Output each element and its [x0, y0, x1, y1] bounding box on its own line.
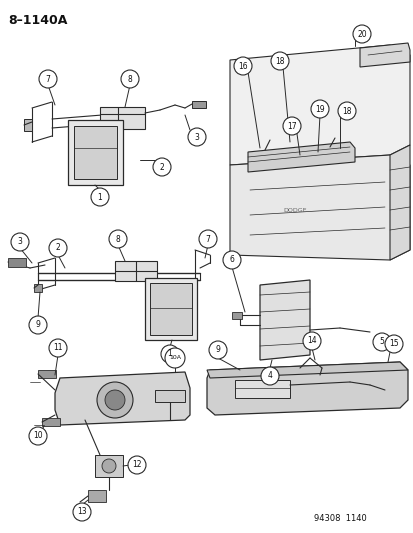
Polygon shape [230, 45, 409, 165]
Circle shape [260, 367, 278, 385]
Text: 11: 11 [53, 343, 63, 352]
Circle shape [199, 230, 216, 248]
Text: 18: 18 [342, 107, 351, 116]
Text: 15: 15 [388, 340, 398, 349]
Text: 7: 7 [45, 75, 50, 84]
Circle shape [302, 332, 320, 350]
Bar [95, 455, 123, 477]
Bar [192, 101, 206, 108]
Circle shape [209, 341, 226, 359]
Circle shape [91, 188, 109, 206]
Text: 20: 20 [356, 29, 366, 38]
Circle shape [384, 335, 402, 353]
Text: DODGE: DODGE [282, 207, 306, 213]
Text: 3: 3 [17, 238, 22, 246]
Bar [100, 107, 145, 129]
Text: 94308  1140: 94308 1140 [313, 514, 366, 523]
Text: 8–1140A: 8–1140A [8, 14, 67, 27]
Text: 13: 13 [77, 507, 87, 516]
Circle shape [161, 345, 178, 363]
Circle shape [49, 239, 67, 257]
Text: 8: 8 [115, 235, 120, 244]
Text: 17: 17 [287, 122, 296, 131]
Circle shape [310, 100, 328, 118]
Bar [88, 490, 106, 502]
Circle shape [97, 382, 133, 418]
Bar [24, 119, 32, 131]
Circle shape [271, 52, 288, 70]
Circle shape [128, 456, 146, 474]
Circle shape [352, 25, 370, 43]
Text: 18: 18 [275, 56, 284, 66]
Circle shape [49, 339, 67, 357]
Circle shape [165, 348, 185, 368]
Circle shape [29, 427, 47, 445]
Circle shape [121, 70, 139, 88]
Polygon shape [247, 142, 354, 172]
Polygon shape [259, 280, 309, 360]
Polygon shape [206, 362, 407, 415]
Circle shape [29, 316, 47, 334]
Bar [34, 284, 42, 292]
Bar [42, 418, 60, 426]
Text: 4: 4 [267, 372, 272, 381]
Text: 12: 12 [132, 461, 141, 470]
Polygon shape [359, 43, 409, 67]
Polygon shape [230, 155, 409, 260]
Text: 9: 9 [215, 345, 220, 354]
Text: 10: 10 [33, 432, 43, 440]
Circle shape [73, 503, 91, 521]
Bar [115, 261, 157, 281]
Text: 14: 14 [306, 336, 316, 345]
Text: 8: 8 [127, 75, 132, 84]
Polygon shape [55, 372, 190, 425]
Bar [68, 120, 123, 185]
Bar [150, 283, 192, 335]
Bar [235, 380, 289, 398]
Text: 7: 7 [205, 235, 210, 244]
Circle shape [153, 158, 171, 176]
Text: 9: 9 [36, 320, 40, 329]
Text: 10A: 10A [169, 356, 180, 360]
Bar [231, 312, 242, 319]
Circle shape [109, 230, 127, 248]
Bar [38, 370, 56, 378]
Circle shape [372, 333, 390, 351]
Circle shape [39, 70, 57, 88]
Bar [154, 390, 185, 402]
Text: 2: 2 [159, 163, 164, 172]
Circle shape [233, 57, 252, 75]
Circle shape [188, 128, 206, 146]
Text: 19: 19 [314, 104, 324, 114]
Circle shape [102, 459, 116, 473]
Polygon shape [206, 362, 407, 378]
Bar [145, 278, 197, 340]
Text: 2: 2 [55, 244, 60, 253]
Circle shape [282, 117, 300, 135]
Text: 5: 5 [379, 337, 384, 346]
Text: 16: 16 [237, 61, 247, 70]
Text: 6: 6 [229, 255, 234, 264]
Bar [74, 126, 117, 179]
Circle shape [223, 251, 240, 269]
Circle shape [105, 390, 125, 410]
Text: 1: 1 [167, 350, 172, 359]
Text: 1: 1 [97, 192, 102, 201]
Polygon shape [389, 145, 409, 260]
Circle shape [11, 233, 29, 251]
Text: 3: 3 [194, 133, 199, 141]
Circle shape [337, 102, 355, 120]
Bar [8, 258, 26, 267]
